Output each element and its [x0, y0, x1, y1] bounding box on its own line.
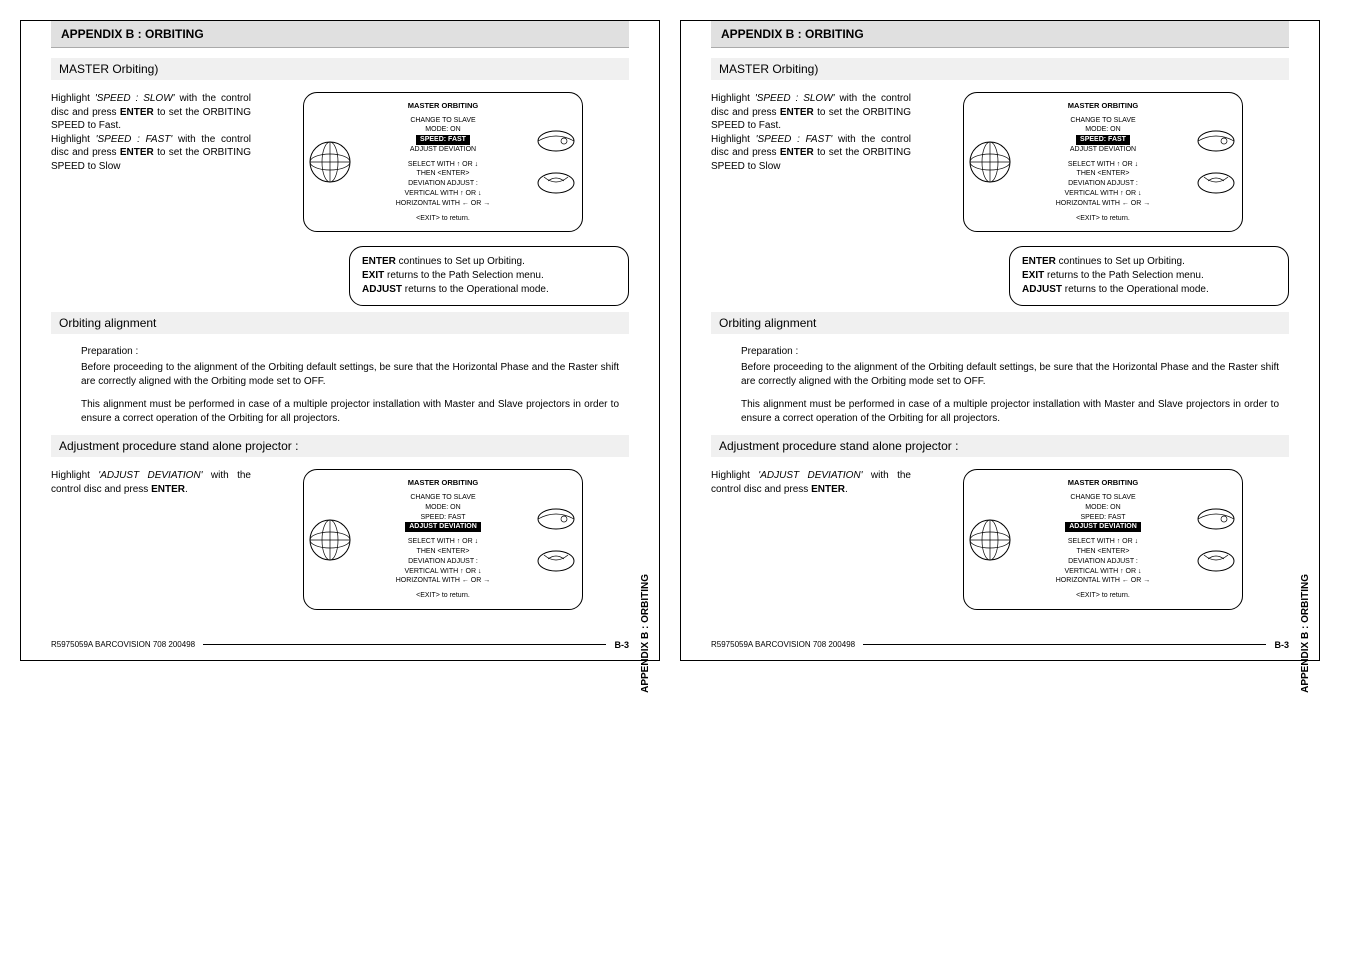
globe-icon	[968, 518, 1012, 562]
note-box: ENTER continues to Set up Orbiting. EXIT…	[1009, 246, 1289, 306]
globe-icon	[308, 518, 352, 562]
footer-page: B-3	[1274, 640, 1289, 650]
menu-diagram-2: MASTER ORBITING CHANGE TO SLAVE MODE: ON…	[303, 469, 583, 609]
lens-icon	[534, 505, 578, 575]
side-label: APPENDIX B : ORBITING	[640, 574, 651, 693]
section3-title: Adjustment procedure stand alone project…	[711, 435, 1289, 457]
globe-icon	[308, 140, 352, 184]
section2-para1: Before proceeding to the alignment of th…	[81, 361, 619, 388]
section2-title: Orbiting alignment	[51, 312, 629, 334]
section2-para1: Before proceeding to the alignment of th…	[741, 361, 1279, 388]
page-left: APPENDIX B : ORBITING MASTER Orbiting) H…	[20, 20, 660, 661]
page-right: APPENDIX B : ORBITING MASTER Orbiting) H…	[680, 20, 1320, 661]
section3-text: Highlight 'ADJUST DEVIATION' with the co…	[711, 469, 911, 609]
footer-left: R5975059A BARCOVISION 708 200498	[711, 640, 855, 649]
section3-title: Adjustment procedure stand alone project…	[51, 435, 629, 457]
lens-icon	[1194, 505, 1238, 575]
prep-label: Preparation :	[741, 346, 1289, 357]
section1-title: MASTER Orbiting)	[51, 58, 629, 80]
footer-page: B-3	[614, 640, 629, 650]
section2-para2: This alignment must be performed in case…	[81, 398, 619, 425]
section1-title: MASTER Orbiting)	[711, 58, 1289, 80]
section2-title: Orbiting alignment	[711, 312, 1289, 334]
side-label: APPENDIX B : ORBITING	[1300, 574, 1311, 693]
prep-label: Preparation :	[81, 346, 629, 357]
note-box: ENTER continues to Set up Orbiting. EXIT…	[349, 246, 629, 306]
section3-text: Highlight 'ADJUST DEVIATION' with the co…	[51, 469, 251, 609]
footer: R5975059A BARCOVISION 708 200498 B-3	[21, 634, 659, 660]
globe-icon	[968, 140, 1012, 184]
section2-para2: This alignment must be performed in case…	[741, 398, 1279, 425]
section1-text: Highlight 'SPEED : SLOW' with the contro…	[711, 92, 911, 232]
menu-diagram-2: MASTER ORBITING CHANGE TO SLAVE MODE: ON…	[963, 469, 1243, 609]
section1-text: Highlight 'SPEED : SLOW' with the contro…	[51, 92, 251, 232]
header-title: APPENDIX B : ORBITING	[51, 21, 629, 48]
lens-icon	[534, 127, 578, 197]
footer: R5975059A BARCOVISION 708 200498 B-3	[681, 634, 1319, 660]
menu-diagram-1: MASTER ORBITING CHANGE TO SLAVE MODE: ON…	[963, 92, 1243, 232]
lens-icon	[1194, 127, 1238, 197]
footer-left: R5975059A BARCOVISION 708 200498	[51, 640, 195, 649]
menu-diagram-1: MASTER ORBITING CHANGE TO SLAVE MODE: ON…	[303, 92, 583, 232]
header-title: APPENDIX B : ORBITING	[711, 21, 1289, 48]
